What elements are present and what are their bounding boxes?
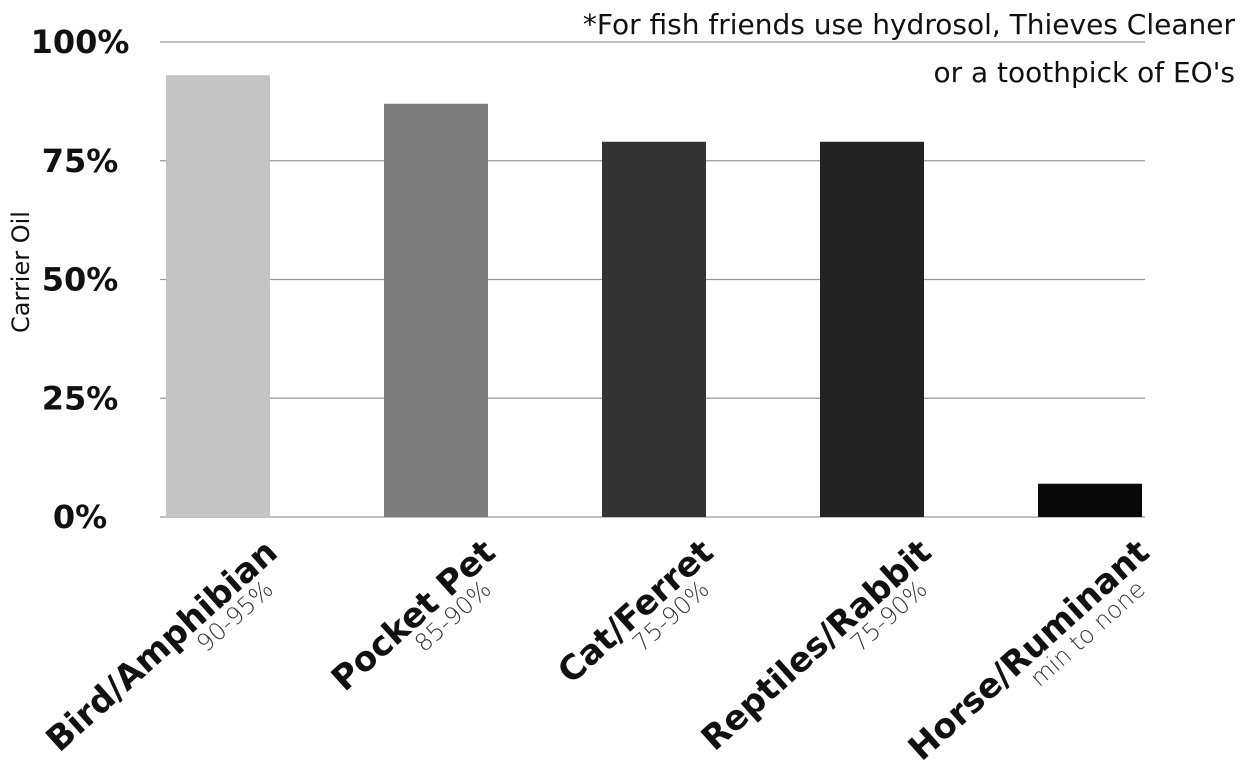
x-tick-label: Reptiles/Rabbit — [694, 532, 940, 759]
bar — [820, 141, 924, 517]
bar — [602, 141, 706, 517]
y-tick-label: 75% — [42, 142, 119, 180]
y-tick-label: 0% — [53, 498, 107, 536]
y-tick-label: 100% — [31, 23, 130, 61]
bar — [166, 75, 270, 517]
x-tick-label: Pocket Pet — [324, 532, 503, 699]
annotation: *For fish friends use hydrosol, Thieves … — [583, 8, 1236, 41]
x-tick-label: Bird/Amphibian — [39, 532, 286, 760]
y-axis-label: Carrier Oil — [7, 211, 35, 333]
y-tick-label: 25% — [42, 379, 119, 417]
y-tick-label: 50% — [42, 261, 119, 299]
bar — [1038, 483, 1142, 517]
annotation: or a toothpick of EO's — [933, 56, 1235, 89]
x-tick-label: Horse/Ruminant — [901, 532, 1158, 769]
bar — [384, 103, 488, 517]
